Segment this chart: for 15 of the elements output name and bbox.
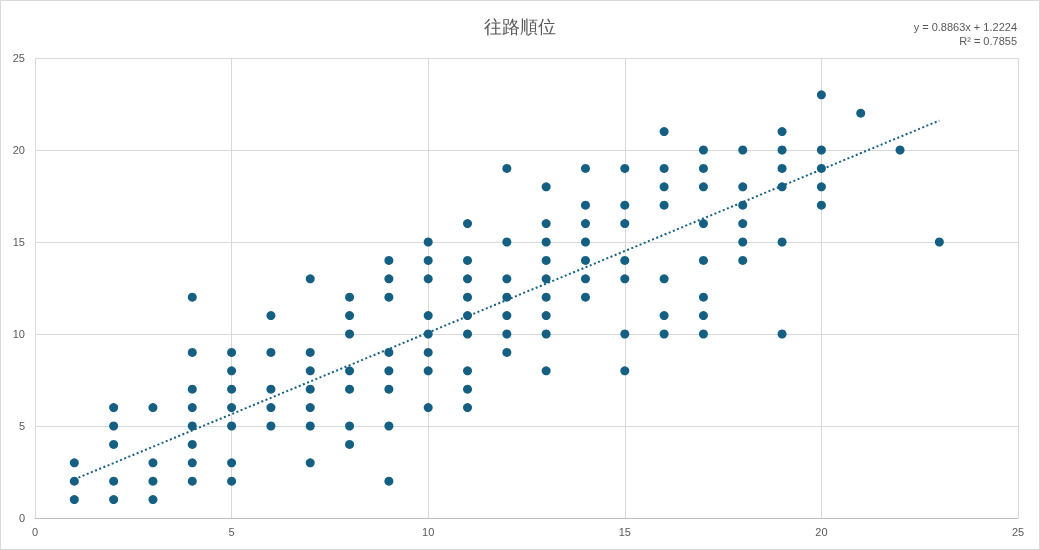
y-tick-label: 20 <box>12 144 25 156</box>
x-tick-label: 10 <box>422 525 435 538</box>
y-tick-label: 0 <box>18 512 25 524</box>
x-tick-label: 15 <box>618 525 631 538</box>
y-tick-label: 10 <box>12 328 25 340</box>
y-tick-label: 15 <box>12 236 25 248</box>
x-tick-label: 0 <box>31 525 39 538</box>
x-tick-label: 20 <box>815 525 828 538</box>
x-tick-label: 5 <box>228 525 235 538</box>
y-tick-label: 25 <box>12 52 25 64</box>
y-tick-label: 5 <box>18 420 25 432</box>
text: y = 0.8863x + 1.2224 <box>913 20 1018 33</box>
chart-title: 往路順位 <box>484 17 556 37</box>
text: R² = 0.7855 <box>959 34 1017 47</box>
x-tick-label: 25 <box>1011 525 1025 538</box>
